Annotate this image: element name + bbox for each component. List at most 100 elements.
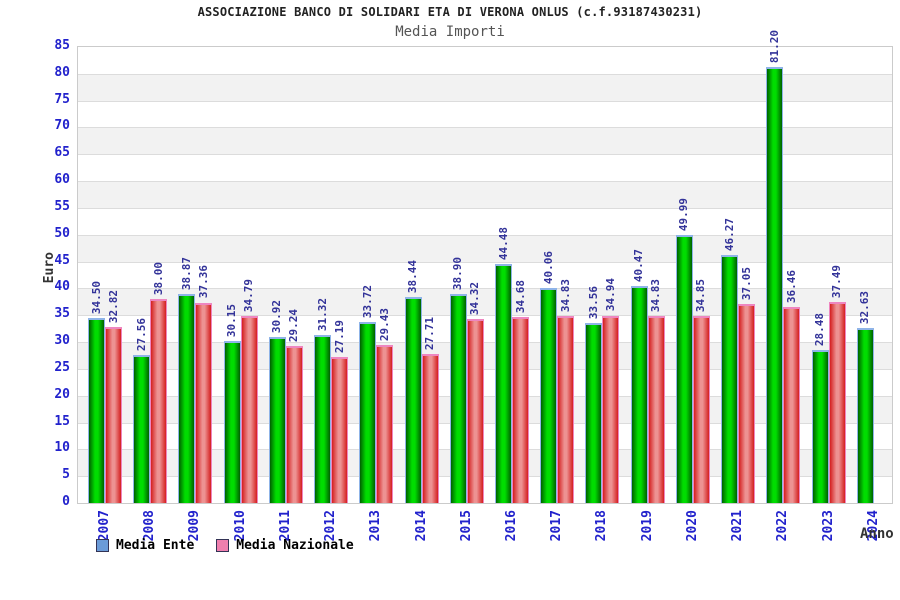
bar-media-nazionale-2009 xyxy=(195,302,213,503)
y-tick-label: 15 xyxy=(54,413,70,429)
bar-value-label: 34.94 xyxy=(599,278,622,311)
bar-media-ente-2016 xyxy=(495,264,512,503)
bar-value-label: 27.71 xyxy=(419,317,442,350)
bar-media-ente-2015 xyxy=(449,294,467,503)
bar-value-text: 38.00 xyxy=(151,262,165,296)
legend: Media Ente Media Nazionale xyxy=(96,538,354,553)
bar-value-text: 46.27 xyxy=(722,217,736,251)
bar-value-label: 36.46 xyxy=(780,270,803,303)
gridline xyxy=(78,315,892,316)
gridline xyxy=(78,154,892,155)
bar-value-text: 34.79 xyxy=(242,279,256,313)
bar-media-ente-2010 xyxy=(223,341,241,503)
gridline xyxy=(78,423,892,424)
bar-media-ente-2021 xyxy=(721,254,739,503)
x-axis-title: Anno xyxy=(860,526,894,542)
bar-value-text: 34.68 xyxy=(513,279,527,313)
bar-value-text: 33.72 xyxy=(360,284,374,319)
y-tick-label: 10 xyxy=(54,440,70,456)
bar-value-text: 30.15 xyxy=(225,304,239,338)
bar-value-text: 38.90 xyxy=(451,257,465,291)
plot-band xyxy=(78,101,892,127)
bar-media-ente-2017 xyxy=(540,288,558,503)
y-tick-label: 20 xyxy=(54,386,70,402)
plot-band xyxy=(78,369,892,396)
legend-label-media-nazionale: Media Nazionale xyxy=(236,538,354,553)
bar-value-label: 29.43 xyxy=(373,308,396,341)
bar-value-text: 34.50 xyxy=(89,280,103,314)
plot-band xyxy=(78,127,892,154)
x-tick-label-2017: 2017 xyxy=(540,510,574,541)
plot-band xyxy=(78,288,892,315)
gridline xyxy=(78,235,892,236)
plot-band xyxy=(78,423,892,449)
plot-band xyxy=(78,74,892,101)
bar-media-nazionale-2007 xyxy=(105,326,122,503)
x-tick-label-2007: 2007 xyxy=(88,510,122,541)
bar-value-text: 40.47 xyxy=(632,248,646,282)
bar-value-text: 38.87 xyxy=(179,257,193,291)
bar-value-label: 38.44 xyxy=(402,260,425,293)
bar-media-nazionale-2023 xyxy=(828,301,846,503)
bar-value-label: 29.24 xyxy=(283,309,306,342)
bar-value-text: 34.32 xyxy=(468,281,482,315)
x-tick-text: 2023 xyxy=(820,510,836,542)
x-tick-text: 2008 xyxy=(142,510,158,542)
y-tick-label: 40 xyxy=(54,279,70,295)
bar-media-ente-2007 xyxy=(88,317,105,503)
bar-value-text: 31.32 xyxy=(315,297,329,331)
plot-band xyxy=(78,235,892,262)
y-tick-label: 35 xyxy=(54,306,70,322)
bar-value-text: 30.92 xyxy=(270,300,284,334)
gridline xyxy=(78,181,892,182)
x-tick-text: 2010 xyxy=(232,510,248,542)
gridline xyxy=(78,288,892,289)
chart-title: ASSOCIAZIONE BANCO DI SOLIDARI ETA DI VE… xyxy=(197,5,703,19)
bar-value-text: 37.36 xyxy=(196,265,210,299)
bar-media-ente-2020 xyxy=(675,234,693,503)
legend-label-media-ente: Media Ente xyxy=(116,538,195,553)
plot-band xyxy=(78,262,892,288)
bar-value-label: 34.83 xyxy=(645,279,668,312)
bar-media-ente-2011 xyxy=(268,337,286,503)
bar-media-ente-2018 xyxy=(585,322,603,503)
y-tick-label: 0 xyxy=(62,494,70,509)
x-tick-label-2008: 2008 xyxy=(133,510,167,541)
bar-value-text: 49.99 xyxy=(677,197,691,231)
x-tick-label-2013: 2013 xyxy=(359,510,393,541)
bar-media-nazionale-2012 xyxy=(331,357,349,503)
y-tick-label: 85 xyxy=(54,38,70,53)
x-tick-text: 2018 xyxy=(594,510,610,542)
x-tick-label-2009: 2009 xyxy=(178,510,212,541)
y-tick-label: 5 xyxy=(62,467,70,483)
bar-media-ente-2024 xyxy=(856,327,874,503)
gridline xyxy=(78,342,892,343)
bar-value-text: 81.20 xyxy=(767,30,781,64)
x-tick-label-2023: 2023 xyxy=(812,510,846,541)
bar-media-ente-2014 xyxy=(404,296,422,503)
y-tick-label: 75 xyxy=(54,91,70,107)
bar-value-label: 38.00 xyxy=(147,262,170,295)
x-tick-text: 2012 xyxy=(323,510,339,542)
x-tick-text: 2011 xyxy=(277,510,293,542)
y-tick-label: 45 xyxy=(54,252,70,268)
bar-media-nazionale-2018 xyxy=(602,315,620,503)
x-tick-label-2018: 2018 xyxy=(585,510,619,541)
y-tick-label: 60 xyxy=(54,172,70,188)
bar-value-label: 27.19 xyxy=(328,320,351,353)
x-tick-text: 2017 xyxy=(549,510,565,542)
plot-band xyxy=(78,181,892,208)
x-tick-label-2012: 2012 xyxy=(314,510,348,541)
bar-value-label: 34.32 xyxy=(464,282,487,315)
bar-media-nazionale-2017 xyxy=(557,316,575,503)
y-tick-label: 30 xyxy=(54,333,70,349)
x-tick-text: 2021 xyxy=(730,510,746,542)
bar-media-nazionale-2014 xyxy=(421,354,439,503)
bar-value-text: 34.83 xyxy=(649,279,663,313)
x-tick-text: 2007 xyxy=(97,510,112,542)
bar-value-text: 32.82 xyxy=(106,289,120,323)
y-tick-label: 25 xyxy=(54,359,70,375)
plot-band xyxy=(78,342,892,369)
bar-value-text: 34.94 xyxy=(603,278,617,312)
